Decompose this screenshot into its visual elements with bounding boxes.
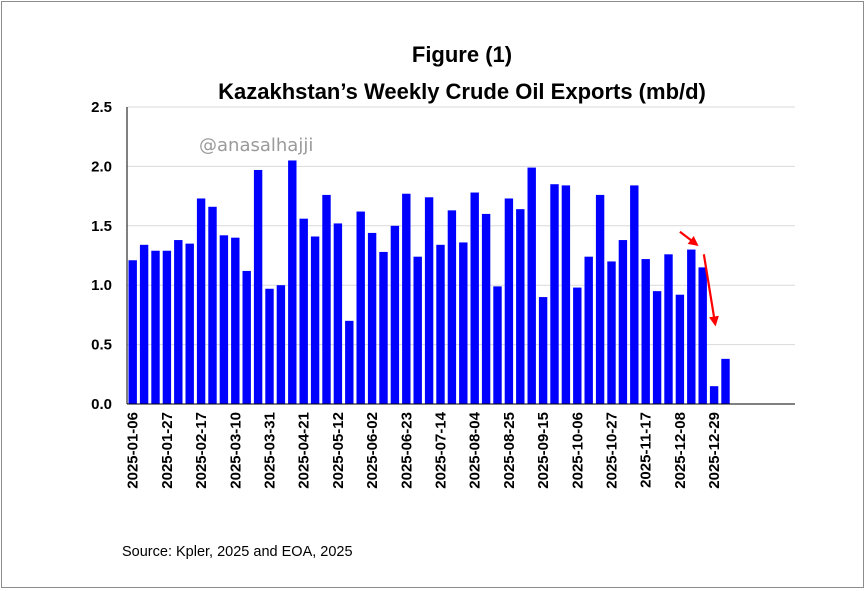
red-arrow — [679, 230, 699, 247]
bars — [128, 160, 730, 404]
source-note: Source: Kpler, 2025 and EOA, 2025 — [122, 544, 353, 560]
bar — [139, 244, 149, 404]
bar — [128, 260, 137, 404]
bar — [231, 237, 240, 404]
chart-title: Figure (1) — [412, 42, 512, 67]
chart-subtitle: Kazakhstan’s Weekly Crude Oil Exports (m… — [218, 79, 706, 104]
x-tick-label: 2025-08-25 — [501, 412, 518, 489]
bar — [288, 160, 297, 404]
bar — [196, 198, 206, 404]
x-tick-label: 2025-04-21 — [296, 412, 313, 489]
x-tick-label: 2025-03-10 — [227, 412, 244, 489]
bar — [721, 358, 730, 404]
bar — [356, 211, 365, 404]
bar — [208, 206, 217, 404]
bar — [538, 297, 548, 404]
x-tick-label: 2025-10-27 — [604, 412, 621, 489]
bar — [185, 243, 194, 404]
bar — [333, 223, 343, 404]
x-tick-label: 2025-12-29 — [706, 412, 723, 489]
x-tick-label: 2025-09-15 — [535, 412, 552, 489]
x-tick-label: 2025-06-23 — [398, 412, 415, 489]
bar — [367, 232, 377, 404]
bar — [345, 320, 354, 404]
bar — [310, 236, 320, 404]
x-tick-label: 2025-07-14 — [433, 411, 450, 488]
bar — [584, 256, 593, 404]
bar — [390, 225, 400, 404]
bar — [527, 167, 536, 404]
bar — [276, 285, 286, 404]
bar — [470, 192, 479, 404]
watermark: @anasalhajji — [199, 135, 313, 156]
bar — [459, 242, 468, 404]
y-tick-label: 1.0 — [91, 277, 112, 294]
bar — [151, 250, 160, 404]
bar — [253, 169, 263, 404]
bar — [595, 194, 605, 404]
y-tick-label: 2.5 — [91, 99, 112, 116]
bar — [618, 240, 628, 404]
bar — [607, 261, 616, 404]
x-tick-label: 2025-05-12 — [330, 412, 347, 489]
bar — [447, 210, 457, 404]
axes — [126, 107, 795, 405]
bar — [573, 287, 582, 404]
bar — [687, 249, 696, 404]
y-tick-label: 0.0 — [91, 396, 112, 413]
bar — [630, 185, 639, 404]
x-tick-label: 2025-10-06 — [569, 412, 586, 489]
x-tick-label: 2025-12-08 — [672, 412, 689, 489]
bar — [162, 250, 172, 404]
y-tick-label: 2.0 — [91, 158, 112, 175]
bar — [174, 240, 183, 404]
bar — [424, 197, 434, 404]
bar — [402, 193, 411, 404]
x-tick-label: 2025-01-27 — [159, 412, 176, 489]
red-arrow — [702, 254, 719, 327]
bar — [504, 198, 514, 404]
bar — [436, 244, 445, 404]
bar — [698, 267, 707, 404]
bar — [242, 270, 251, 404]
y-tick-labels: 0.0 0.5 1.0 1.5 2.0 2.5 — [91, 99, 112, 413]
bar — [675, 294, 685, 404]
bar — [516, 209, 525, 404]
bar — [219, 235, 229, 404]
bar — [265, 288, 274, 404]
x-tick-label: 2025-06-02 — [364, 412, 381, 489]
bar — [652, 291, 662, 404]
x-tick-label: 2025-02-17 — [193, 412, 210, 489]
y-tick-label: 1.5 — [91, 218, 112, 235]
bar — [493, 286, 502, 404]
bar — [709, 386, 719, 404]
bar — [561, 185, 571, 404]
x-tick-label: 2025-11-17 — [638, 412, 655, 488]
bar — [550, 184, 559, 404]
bar — [413, 256, 422, 404]
bar — [664, 254, 673, 404]
x-tick-label: 2025-08-04 — [467, 411, 484, 488]
bar — [322, 194, 331, 404]
bar — [299, 218, 308, 404]
annotations — [679, 230, 719, 327]
x-tick-label: 2025-01-06 — [125, 412, 142, 489]
bar — [641, 259, 650, 404]
x-tick-label: 2025-03-31 — [262, 412, 279, 489]
y-tick-label: 0.5 — [91, 337, 112, 354]
x-tick-labels: 2025-01-06 2025-01-27 2025-02-17 2025-03-10… — [125, 411, 723, 488]
bar — [481, 213, 491, 404]
bar — [379, 251, 388, 404]
